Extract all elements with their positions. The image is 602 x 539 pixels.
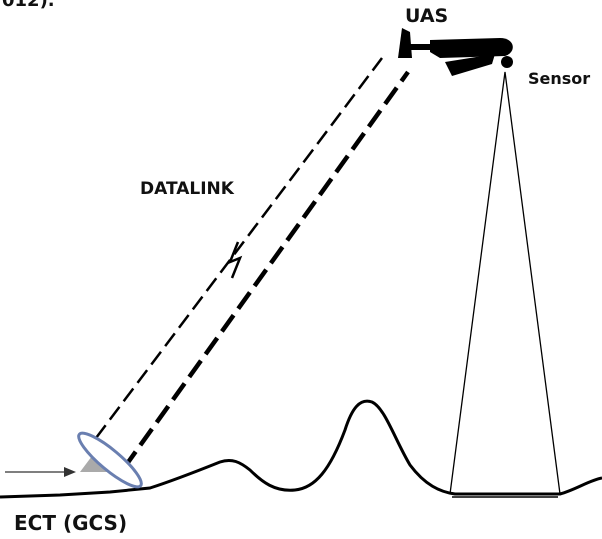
datalink-uplink bbox=[96, 58, 382, 438]
datalink-label: DATALINK bbox=[140, 179, 235, 199]
dish bbox=[73, 427, 147, 494]
uas-label: UAS bbox=[405, 5, 448, 27]
sensor-label: Sensor bbox=[528, 69, 590, 88]
sensor-cone bbox=[450, 72, 560, 494]
station-label: ECT (GCS) bbox=[14, 511, 127, 535]
datalink-downlink bbox=[124, 72, 408, 468]
caption-fragment: 012). bbox=[2, 0, 55, 11]
arrow-head bbox=[64, 467, 76, 477]
uas-aircraft bbox=[398, 28, 513, 76]
diagram: 012). UAS Sensor DATALINK ECT (GCS) bbox=[0, 0, 602, 539]
